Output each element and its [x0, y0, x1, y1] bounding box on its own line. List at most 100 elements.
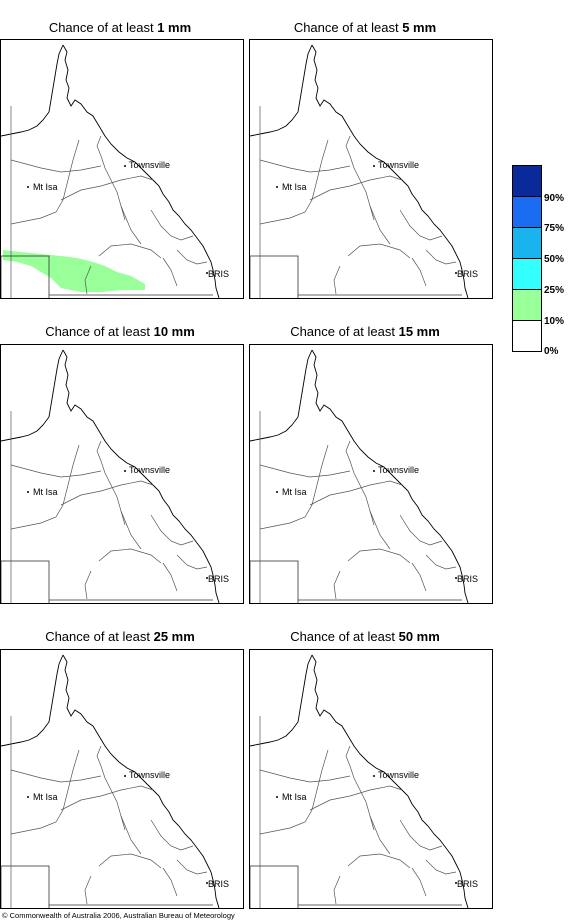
- district-boundary: [345, 745, 375, 831]
- legend-swatch-90plus: [512, 165, 542, 196]
- district-boundary: [425, 859, 457, 875]
- queensland-map-outline: Townsville Mt Isa BRIS: [1, 349, 229, 603]
- district-boundary: [259, 444, 329, 530]
- panel-title-25mm: Chance of at least 25 mm: [45, 629, 195, 644]
- coastline: [311, 654, 469, 908]
- panel-title-10mm: Chance of at least 10 mm: [45, 324, 195, 339]
- district-boundary: [176, 249, 208, 265]
- district-boundary: [411, 257, 427, 287]
- district-boundary: [259, 159, 351, 173]
- district-boundary: [425, 554, 457, 570]
- district-boundary: [309, 175, 403, 201]
- city-marker: [124, 470, 126, 472]
- queensland-map-outline: Townsville Mt Isa BRIS: [250, 654, 478, 908]
- city-marker: [373, 165, 375, 167]
- queensland-map-outline: Townsville Mt Isa BRIS: [1, 654, 229, 908]
- city-marker: [373, 775, 375, 777]
- district-boundary: [399, 514, 443, 546]
- legend-swatch-25-50: [512, 258, 542, 289]
- legend-swatch-75-90: [512, 196, 542, 227]
- district-boundary: [10, 464, 102, 478]
- city-marker: [206, 882, 208, 884]
- city-label-bris: BRIS: [208, 269, 229, 279]
- city-marker: [276, 186, 278, 188]
- rainfall-area-10-25: [3, 250, 145, 292]
- district-boundary: [347, 853, 411, 869]
- district-boundary: [162, 257, 178, 287]
- panel-title-15mm: Chance of at least 15 mm: [290, 324, 440, 339]
- city-marker: [124, 165, 126, 167]
- district-boundary: [333, 570, 341, 600]
- city-label-townsville: Townsville: [129, 770, 170, 780]
- city-marker: [124, 775, 126, 777]
- district-boundary: [259, 464, 351, 478]
- district-boundary: [150, 209, 194, 241]
- city-marker: [276, 796, 278, 798]
- district-boundary: [259, 139, 329, 225]
- coastline: [250, 44, 313, 137]
- city-marker: [455, 577, 457, 579]
- district-boundary: [162, 867, 178, 897]
- district-boundary: [120, 510, 142, 550]
- city-label-townsville: Townsville: [129, 465, 170, 475]
- map-panel-50mm: Townsville Mt Isa BRIS: [249, 649, 493, 909]
- city-marker: [373, 470, 375, 472]
- city-label-townsville: Townsville: [129, 160, 170, 170]
- district-boundary: [399, 209, 443, 241]
- city-marker: [27, 491, 29, 493]
- district-boundary: [411, 562, 427, 592]
- district-boundary: [347, 548, 411, 564]
- district-boundary: [259, 749, 329, 835]
- district-boundary: [369, 815, 391, 855]
- district-boundary: [84, 265, 92, 295]
- district-boundary: [60, 175, 154, 201]
- district-boundary: [425, 249, 457, 265]
- district-boundary: [399, 819, 443, 851]
- panel-title-50mm: Chance of at least 50 mm: [290, 629, 440, 644]
- coastline: [62, 349, 220, 603]
- city-label-bris: BRIS: [208, 879, 229, 889]
- city-marker: [27, 186, 29, 188]
- district-boundary: [309, 480, 403, 506]
- city-marker: [455, 272, 457, 274]
- map-panel-15mm: Townsville Mt Isa BRIS: [249, 344, 493, 604]
- city-marker: [206, 272, 208, 274]
- city-label-mt-isa: Mt Isa: [33, 487, 58, 497]
- city-label-bris: BRIS: [208, 574, 229, 584]
- district-boundary: [345, 135, 375, 221]
- district-boundary: [84, 570, 92, 600]
- district-boundary: [120, 815, 142, 855]
- district-boundary: [10, 444, 80, 530]
- district-boundary: [10, 139, 80, 225]
- district-boundary: [60, 480, 154, 506]
- district-boundary: [411, 867, 427, 897]
- district-boundary: [345, 440, 375, 526]
- district-boundary: [150, 514, 194, 546]
- legend-swatch-0-10: [512, 320, 542, 352]
- panel-title-1mm: Chance of at least 1 mm: [48, 20, 192, 35]
- city-marker: [455, 882, 457, 884]
- district-boundary: [259, 769, 351, 783]
- map-panel-1mm: Townsville Mt Isa BRIS: [0, 39, 244, 299]
- district-boundary: [309, 785, 403, 811]
- city-label-mt-isa: Mt Isa: [33, 792, 58, 802]
- coastline: [250, 349, 313, 442]
- district-boundary: [10, 159, 102, 173]
- legend-label-25: 25%: [544, 285, 565, 296]
- district-boundary: [347, 243, 411, 259]
- city-marker: [276, 491, 278, 493]
- copyright-notice: © Commonwealth of Australia 2006, Austra…: [2, 911, 235, 920]
- legend-swatch-50-75: [512, 227, 542, 258]
- district-boundary: [333, 875, 341, 905]
- district-boundary: [369, 510, 391, 550]
- legend-label-75: 75%: [544, 223, 565, 234]
- district-boundary: [96, 135, 126, 221]
- queensland-map-outline: Townsville Mt Isa BRIS: [250, 349, 478, 603]
- district-boundary: [98, 243, 162, 259]
- city-label-bris: BRIS: [457, 879, 478, 889]
- queensland-map-outline: Townsville Mt Isa BRIS: [1, 44, 229, 298]
- coastline: [62, 44, 220, 298]
- district-boundary: [84, 875, 92, 905]
- coastline: [1, 654, 64, 747]
- panel-title-5mm: Chance of at least 5 mm: [293, 20, 437, 35]
